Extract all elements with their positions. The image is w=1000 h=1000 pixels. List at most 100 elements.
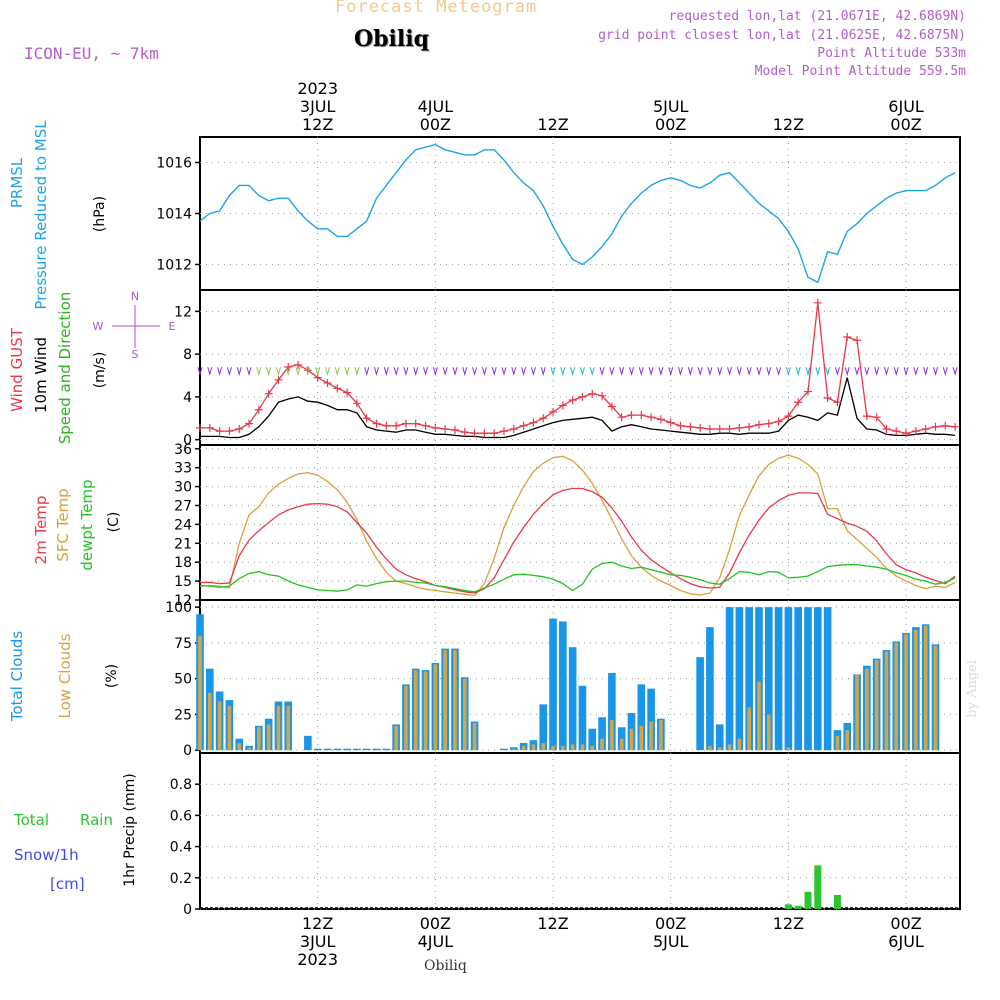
compass-s-label: S [132, 348, 139, 361]
gust-marker [254, 405, 263, 414]
wind-direction-arrow [658, 367, 664, 377]
total-cloud-bar [549, 618, 557, 751]
gust-marker [784, 412, 793, 421]
bottom-time-label: 6JUL [888, 932, 924, 951]
low-cloud-bar [208, 692, 212, 751]
gust-marker [774, 417, 783, 426]
compass-w-label: W [93, 320, 104, 333]
y-tick-label: 30 [174, 480, 192, 496]
gust-marker [754, 420, 763, 429]
gust-marker [843, 333, 852, 342]
low-cloud-bar [237, 742, 242, 751]
wind-direction-arrow [521, 367, 527, 377]
y-tick-label: 0.8 [170, 777, 192, 793]
temp-2m-label: 2m Temp [32, 496, 50, 565]
gust-marker [205, 423, 214, 432]
gust-marker [637, 411, 646, 420]
gust-marker [813, 298, 822, 307]
y-tick-label: 4 [183, 390, 192, 406]
bottom-time-label: 5JUL [653, 932, 689, 951]
wind-direction-arrow [236, 367, 242, 377]
gust-marker [215, 427, 224, 436]
wind-direction-arrow [275, 367, 281, 377]
y-tick-label: 100 [165, 600, 192, 616]
low-cloud-bar [512, 748, 516, 751]
top-time-label: 12Z [537, 115, 568, 134]
gust-marker [627, 411, 636, 420]
gust-marker [509, 424, 518, 433]
gust-marker [686, 422, 695, 431]
low-cloud-bar [423, 671, 428, 751]
wind-direction-arrow [727, 367, 733, 377]
total-cloud-bar [559, 621, 567, 751]
gust-marker [617, 413, 626, 422]
gust-marker [676, 421, 685, 430]
total-cloud-bar [362, 748, 371, 751]
top-time-label: 12Z [773, 115, 804, 134]
low-cloud-bar [561, 745, 565, 751]
y-tick-label: 27 [174, 498, 192, 514]
wind-direction-arrow [697, 367, 703, 377]
wind-10m-label: 10m Wind [32, 337, 50, 413]
panel-frame-4 [199, 752, 961, 910]
low-cloud-bar [717, 747, 722, 751]
gust-marker [362, 414, 371, 423]
low-cloud-bar [766, 714, 771, 751]
wind-direction-arrow [207, 367, 213, 377]
low-cloud-bar [413, 670, 418, 751]
wind-direction-arrow [325, 367, 330, 377]
wind-direction-arrow [579, 367, 585, 377]
low-cloud-bar [198, 635, 202, 751]
pressure-label-desc: Pressure Reduced to MSL [32, 120, 50, 310]
wind-direction-arrow [511, 367, 517, 377]
wind-direction-arrow [442, 367, 448, 377]
low-cloud-bar [257, 727, 261, 751]
total-cloud-bar [313, 748, 322, 751]
y-tick-label: 0 [183, 433, 192, 449]
wind-direction-arrow [795, 367, 801, 377]
wind-direction-arrow [599, 367, 605, 377]
gust-marker [892, 427, 901, 436]
wind-direction-arrow [423, 367, 429, 377]
gust-marker [235, 424, 244, 433]
bottom-time-label: 00Z [890, 914, 921, 933]
low-cloud-bar [923, 625, 928, 751]
gust-marker [794, 398, 803, 407]
low-cloud-bar [629, 728, 634, 751]
wind-direction-arrow [540, 367, 546, 377]
gust-marker [715, 424, 724, 433]
top-time-label: 5JUL [653, 97, 689, 116]
wind-direction-arrow [560, 367, 566, 377]
wind-direction-arrow [883, 367, 889, 377]
total-cloud-bar [774, 607, 783, 751]
low-cloud-bar [394, 725, 398, 751]
requested-coordinates: requested lon,lat (21.0671E, 42.6869N) [668, 9, 966, 24]
top-time-label: 00Z [420, 115, 451, 134]
bottom-time-label: 00Z [420, 914, 451, 933]
top-time-label: 6JUL [888, 97, 924, 116]
wind-direction-arrow [285, 367, 291, 377]
wind-direction-arrow [619, 367, 625, 377]
low-cloud-bar [747, 707, 751, 751]
total-cloud-bar [343, 748, 351, 751]
gust-marker [558, 401, 567, 410]
total-cloud-bar [745, 607, 753, 751]
low-cloud-bar [286, 705, 291, 751]
y-tick-label: 1014 [156, 207, 192, 223]
y-tick-label: 18 [174, 555, 192, 571]
total-cloud-bar [353, 748, 361, 751]
clouds-low-label: Low Clouds [56, 633, 74, 718]
wind-direction-arrow [550, 367, 556, 377]
total-cloud-bar [333, 748, 342, 751]
wind-direction-arrow [491, 367, 497, 377]
low-cloud-bar [472, 722, 477, 751]
gust-marker [264, 389, 273, 398]
gust-marker [294, 360, 303, 369]
wind-direction-arrow [648, 367, 654, 377]
gust-marker [549, 407, 558, 416]
y-tick-label: 21 [174, 536, 192, 552]
gust-marker [598, 391, 607, 400]
gust-marker [529, 418, 538, 427]
wind-direction-arrow [864, 367, 870, 377]
top-time-label: 2023 [297, 79, 338, 98]
